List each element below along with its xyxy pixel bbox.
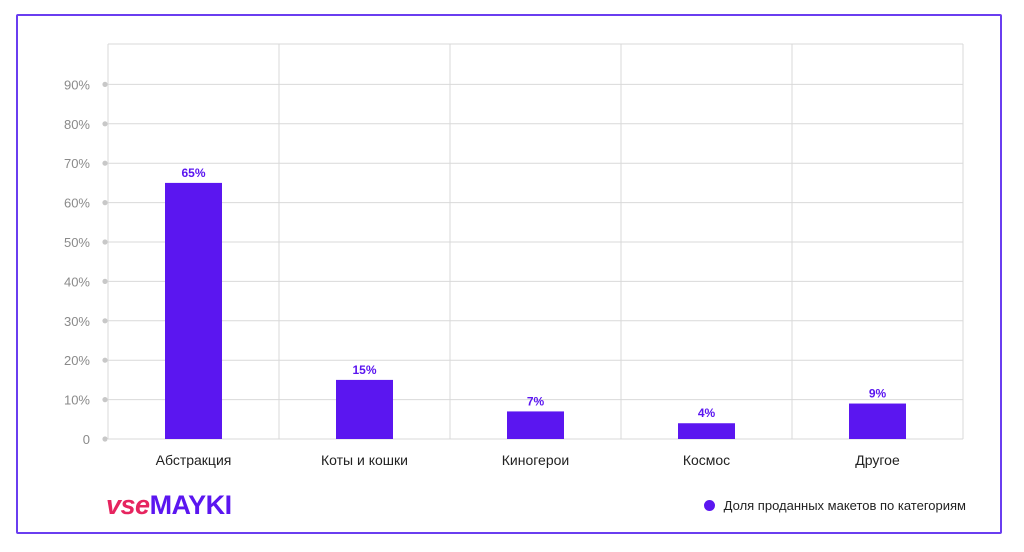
y-tick-label: 40% (64, 274, 90, 289)
tick-dot (102, 239, 108, 245)
tick-dot (102, 200, 108, 206)
bar (849, 403, 906, 439)
y-tick-label: 0 (83, 432, 90, 447)
y-tick-label: 10% (64, 393, 90, 408)
tick-dot (102, 436, 108, 442)
y-tick-label: 50% (64, 235, 90, 250)
data-label: 4% (698, 406, 716, 420)
bar (336, 379, 393, 439)
y-tick-label: 30% (64, 314, 90, 329)
tick-dot (102, 160, 108, 166)
bar (165, 182, 222, 439)
bar (507, 411, 564, 439)
y-tick-label: 90% (64, 77, 90, 92)
data-label: 9% (869, 387, 887, 401)
logo-part-mayki: MAYKI (149, 490, 233, 520)
x-tick-label: Коты и кошки (321, 452, 408, 468)
y-tick-label: 70% (64, 156, 90, 171)
x-tick-label: Киногерои (502, 452, 569, 468)
tick-dot (102, 121, 108, 127)
x-tick-label: Другое (855, 452, 900, 468)
x-tick-label: Абстракция (156, 452, 232, 468)
tick-dot (102, 278, 108, 284)
vsemayki-logo: vseMAYKI (106, 492, 232, 519)
y-tick-label: 80% (64, 117, 90, 132)
tick-dot (102, 81, 108, 87)
tick-dot (102, 397, 108, 403)
legend: Доля проданных макетов по категориям (703, 498, 966, 513)
y-tick-label: 20% (64, 353, 90, 368)
x-tick-label: Космос (683, 452, 730, 468)
legend-label: Доля проданных макетов по категориям (723, 498, 966, 513)
bar (678, 423, 735, 439)
logo-part-vse: vse (106, 490, 150, 520)
tick-dot (102, 318, 108, 324)
tick-dot (102, 357, 108, 363)
legend-marker (703, 500, 715, 511)
data-label: 15% (352, 363, 376, 377)
y-tick-label: 60% (64, 196, 90, 211)
data-label: 7% (527, 394, 545, 408)
data-label: 65% (181, 166, 205, 180)
